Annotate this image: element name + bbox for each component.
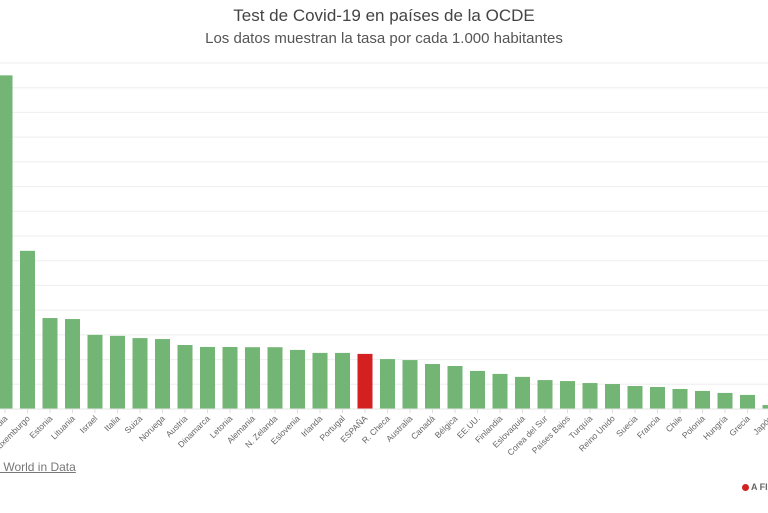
bar bbox=[200, 346, 215, 409]
bar bbox=[537, 380, 553, 409]
bar bbox=[42, 318, 58, 409]
bar bbox=[132, 338, 148, 409]
bar bbox=[222, 346, 238, 409]
bar bbox=[290, 349, 305, 409]
bar bbox=[380, 359, 395, 409]
bar bbox=[740, 394, 755, 409]
bar bbox=[582, 383, 598, 409]
logo-dot-icon bbox=[742, 484, 749, 491]
x-tick-label: Israel bbox=[78, 413, 100, 435]
bar bbox=[605, 384, 620, 409]
bar bbox=[312, 352, 328, 409]
logo-text: A FI bbox=[751, 482, 768, 492]
bar bbox=[650, 387, 665, 409]
bar bbox=[20, 250, 35, 409]
bar bbox=[177, 344, 193, 409]
bar bbox=[492, 373, 508, 409]
bar bbox=[155, 339, 170, 409]
bar bbox=[357, 353, 373, 409]
chart-subtitle: Los datos muestran la tasa por cada 1.00… bbox=[205, 30, 563, 47]
bar bbox=[515, 376, 530, 409]
x-tick-label: Lituania bbox=[49, 413, 77, 441]
x-tick-label: Japón bbox=[751, 413, 768, 437]
bar bbox=[0, 75, 13, 409]
bar bbox=[695, 390, 710, 409]
bar bbox=[470, 370, 485, 409]
bar bbox=[87, 334, 103, 409]
bar bbox=[447, 365, 463, 409]
x-tick-label: Canadá bbox=[409, 413, 437, 441]
source-link[interactable]: Our World in Data bbox=[0, 460, 76, 474]
bar bbox=[65, 319, 80, 409]
x-tick-label: Bélgica bbox=[433, 413, 460, 440]
x-tick-label: Grecia bbox=[727, 413, 752, 438]
bar bbox=[335, 352, 350, 409]
bar bbox=[560, 381, 575, 409]
bar bbox=[717, 392, 733, 409]
bar bbox=[627, 386, 643, 409]
publisher-logo: A FI bbox=[742, 482, 768, 492]
bar bbox=[762, 405, 768, 409]
x-tick-label: Hungría bbox=[701, 413, 730, 442]
x-tick-label: Italia bbox=[102, 413, 122, 433]
chart-title: Test de Covid-19 en países de la OCDE bbox=[233, 6, 535, 25]
bar bbox=[402, 360, 418, 409]
bar bbox=[672, 388, 688, 409]
bar bbox=[110, 335, 125, 409]
bar bbox=[245, 347, 260, 409]
bar bbox=[425, 364, 440, 409]
x-tick-label: Francia bbox=[635, 413, 662, 440]
bar bbox=[267, 347, 283, 409]
